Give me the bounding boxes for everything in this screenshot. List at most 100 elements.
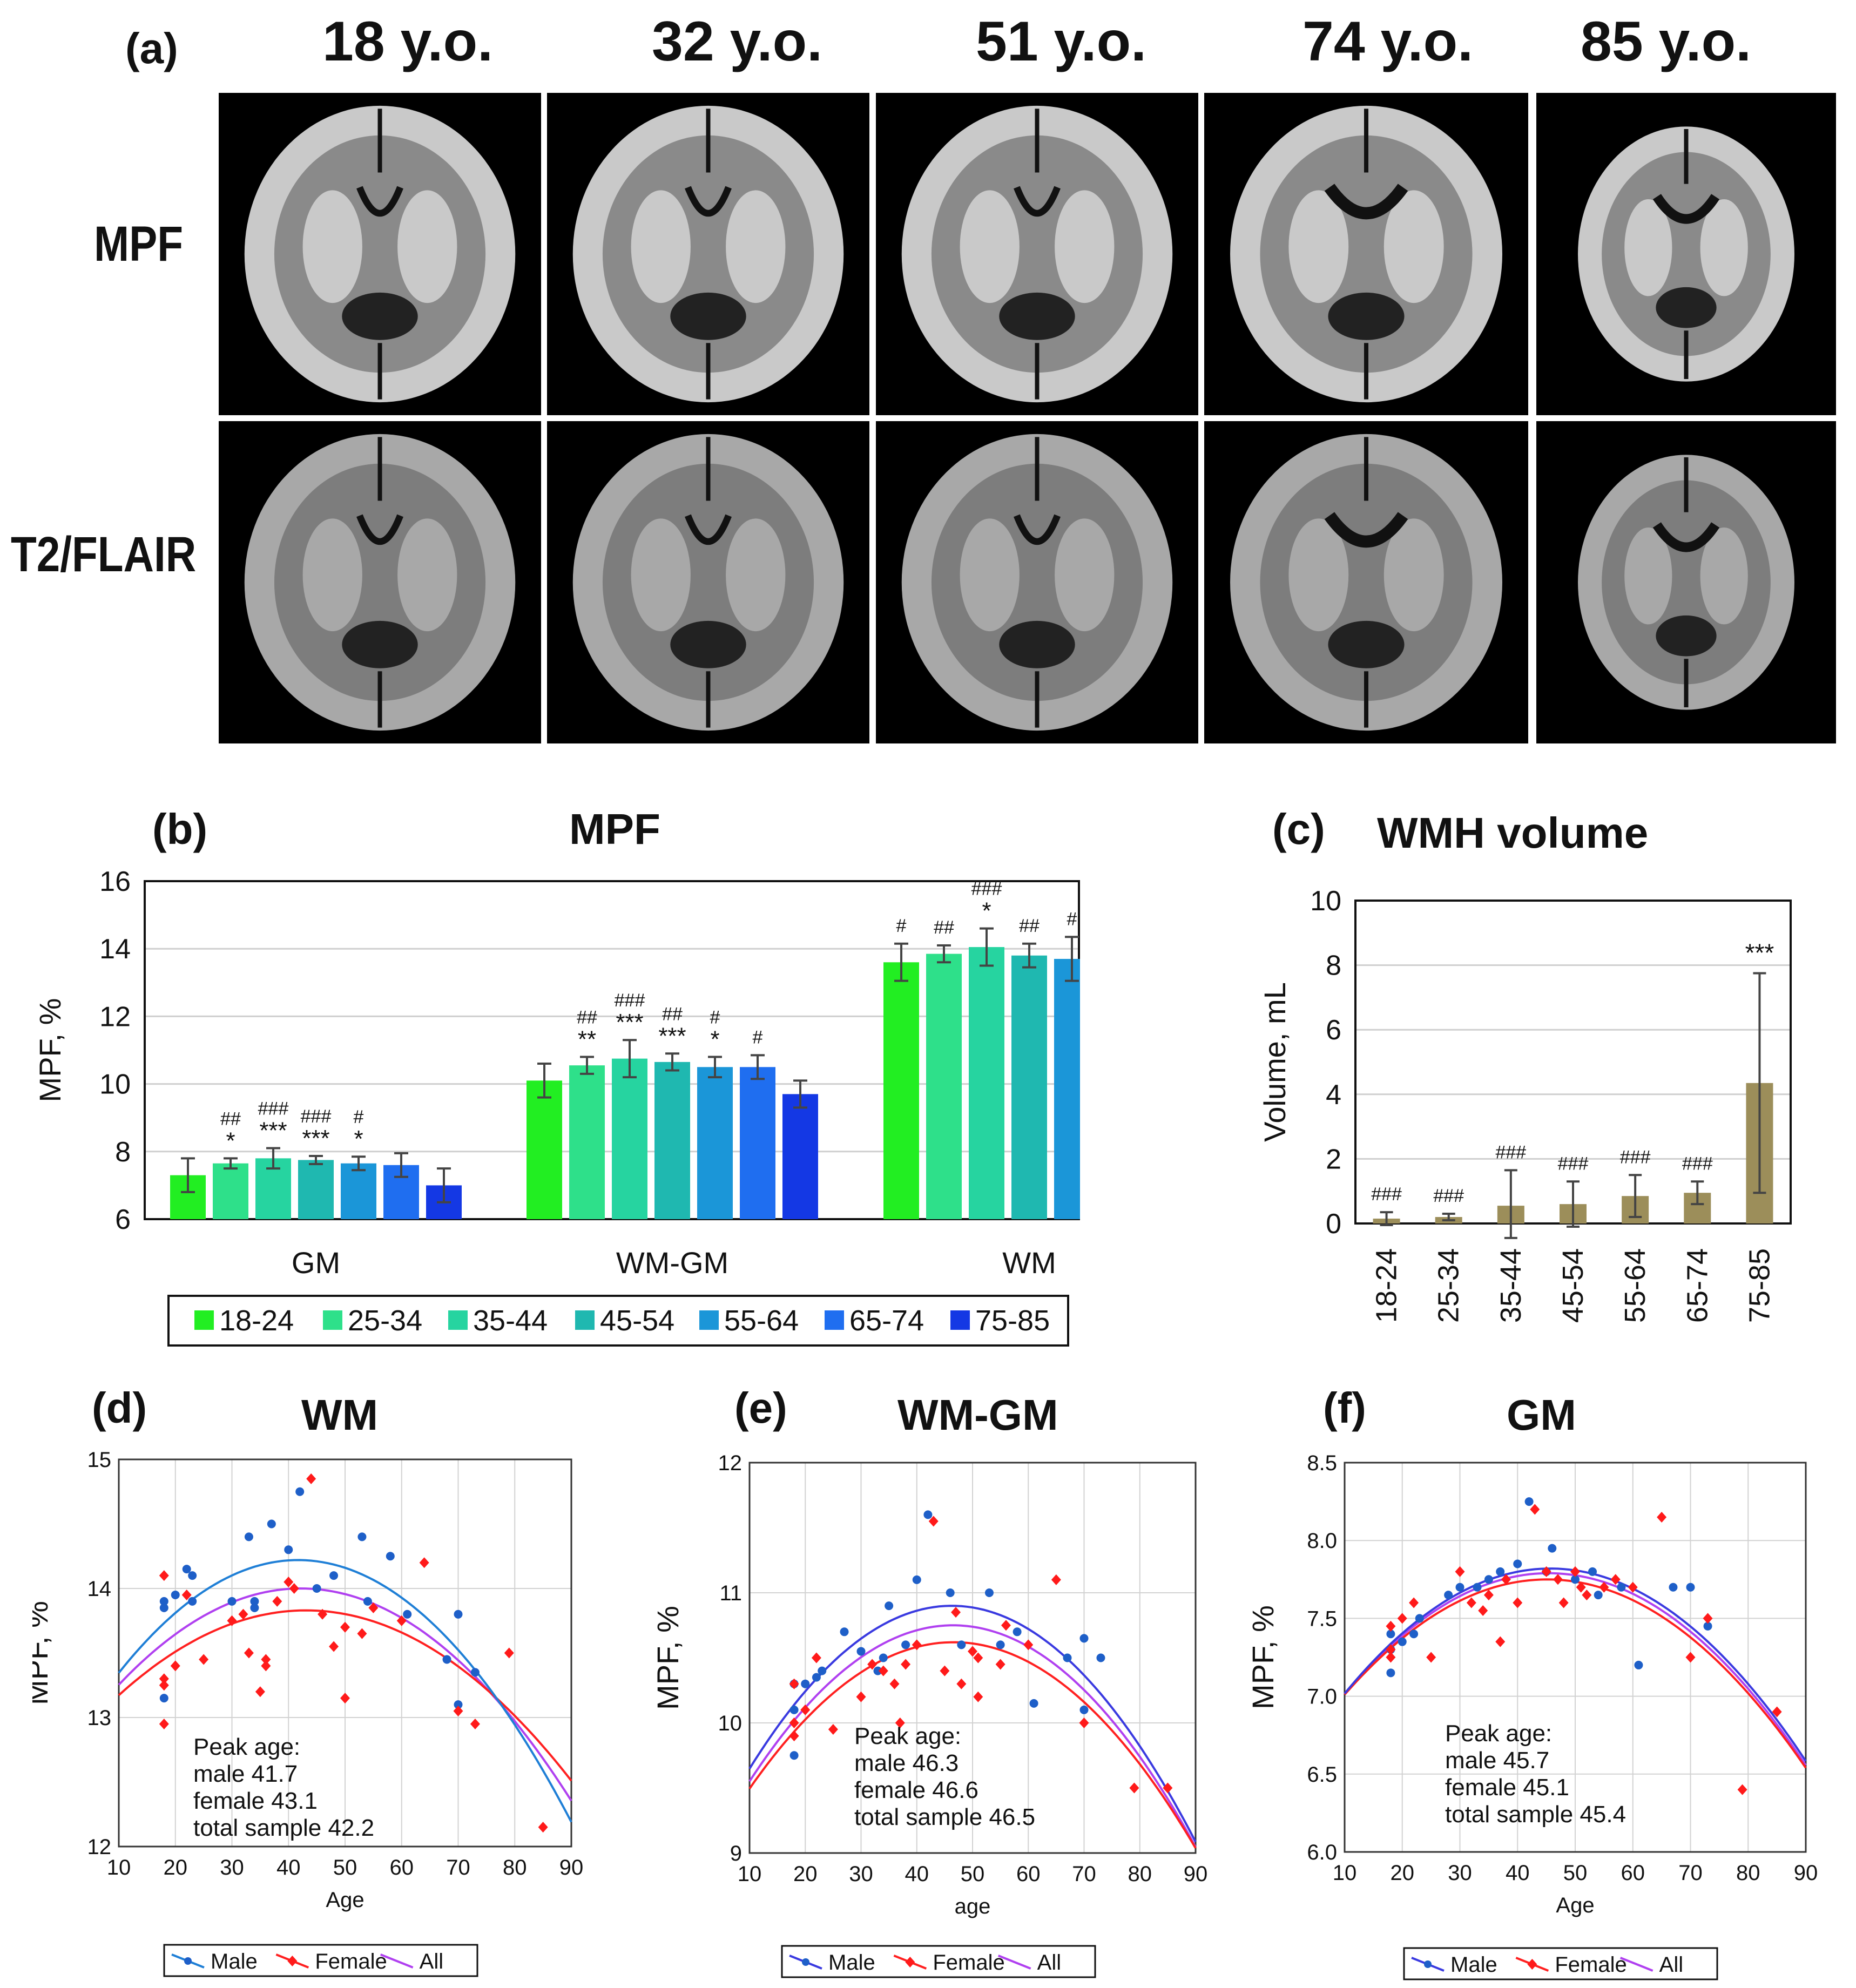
y-tick-label: 9 (730, 1842, 742, 1865)
male-point (470, 1668, 480, 1677)
y-tick-label: 4 (1326, 1079, 1341, 1111)
panel-e-title: WM-GM (897, 1391, 1058, 1439)
bar (341, 1163, 376, 1219)
female-point (867, 1659, 878, 1670)
bar (1011, 955, 1047, 1219)
x-tick-label: 40 (905, 1862, 929, 1886)
male-point (1703, 1621, 1712, 1631)
male-point (812, 1673, 821, 1682)
ventricle (1652, 522, 1720, 552)
legend-swatch (448, 1310, 468, 1330)
legend-marker (287, 1956, 298, 1966)
female-fit-curve (748, 1641, 1197, 1849)
male-point (1524, 1497, 1534, 1506)
y-tick-label: 14 (99, 934, 131, 965)
male-point (1594, 1591, 1603, 1600)
x-tick-label: 80 (1128, 1862, 1152, 1886)
significance-hash: ### (258, 1099, 289, 1119)
male-point (171, 1590, 180, 1599)
female-point (1495, 1636, 1506, 1647)
female-point (973, 1652, 983, 1664)
male-point (329, 1571, 339, 1580)
female-point (1576, 1581, 1586, 1593)
legend-label: Male (1450, 1953, 1497, 1977)
female-point (951, 1607, 961, 1618)
female-point (1426, 1652, 1436, 1663)
significance-star: * (710, 1026, 719, 1053)
significance-mark: ### (1495, 1142, 1526, 1162)
legend-label: 35-44 (473, 1304, 548, 1337)
ventricle (356, 514, 403, 545)
panel-a-label: (a) (125, 24, 178, 72)
t2flair-scan-image (1536, 421, 1836, 743)
male-point (818, 1666, 827, 1675)
male-point (1096, 1653, 1105, 1662)
basal-ganglia-right (397, 518, 457, 632)
female-point (199, 1654, 209, 1665)
y-tick-label: 11 (719, 1581, 742, 1605)
posterior-horn (670, 620, 746, 668)
ventricle (1014, 514, 1061, 545)
bar (612, 1058, 647, 1219)
x-tick-label: 10 (1333, 1861, 1357, 1885)
male-point (284, 1545, 293, 1554)
female-point (244, 1647, 254, 1659)
legend-marker (905, 1957, 915, 1967)
male-point (386, 1552, 395, 1561)
bar (569, 1065, 605, 1219)
y-tick-label: 8.0 (1307, 1529, 1337, 1553)
female-point (878, 1665, 888, 1676)
male-point (1548, 1544, 1557, 1553)
peak-age-annotation: total sample 42.2 (193, 1815, 374, 1841)
basal-ganglia-right (1055, 190, 1115, 303)
gm-age-scatter: 6.0 6.5 7.0 7.5 8.0 8.5 10 20 30 40 50 60 70 80 90 Age M… (1246, 1451, 1818, 1980)
x-tick-label: 20 (164, 1856, 188, 1879)
age-header: 18 y.o. (322, 10, 493, 73)
brain-slice-graphic (244, 105, 516, 403)
y-tick-label: 6 (115, 1204, 131, 1235)
female-point (968, 1646, 977, 1657)
bar (1054, 958, 1080, 1219)
y-tick-label: 6 (1326, 1015, 1341, 1046)
t2flair-scan-image (219, 421, 541, 743)
x-tick-label: 75-85 (1743, 1248, 1776, 1323)
y-tick-label: 0 (1326, 1208, 1341, 1240)
male-point (1398, 1637, 1407, 1646)
basal-ganglia-left (302, 190, 362, 303)
mpf-scan-image (1204, 93, 1528, 415)
panel-b-label: (b) (152, 805, 208, 853)
male-point (188, 1571, 197, 1580)
panel-d-title: WM (301, 1391, 379, 1439)
female-point (811, 1652, 821, 1664)
significance-mark: ### (1620, 1147, 1651, 1167)
legend-marker (802, 1958, 809, 1966)
female-point (828, 1724, 838, 1735)
female-point (789, 1730, 799, 1742)
female-point (272, 1595, 282, 1607)
peak-age-annotation: Peak age: (193, 1734, 300, 1760)
female-point (1001, 1620, 1011, 1631)
female-point (1501, 1574, 1511, 1585)
x-tick-label: 90 (1794, 1861, 1818, 1885)
male-point (454, 1700, 463, 1709)
male-point (1588, 1567, 1597, 1576)
male-point (957, 1640, 966, 1649)
basal-ganglia-left (1288, 190, 1349, 303)
ventricle (356, 186, 403, 217)
brain-slice-graphic (1230, 434, 1502, 731)
male-point (946, 1588, 955, 1597)
female-point (1386, 1644, 1396, 1655)
legend-label: Male (211, 1950, 258, 1973)
female-point (1513, 1597, 1523, 1608)
panel-e-label: (e) (734, 1384, 787, 1432)
brain-slice-graphic (244, 434, 516, 731)
panel-f-title: GM (1507, 1391, 1576, 1439)
t2flair-scan-image (1204, 421, 1528, 743)
male-point (873, 1666, 882, 1675)
peak-age-annotation: male 45.7 (1445, 1747, 1549, 1774)
y-axis-label: MPF, % (32, 1601, 54, 1705)
age-header: 32 y.o. (651, 10, 822, 73)
x-tick-label: 30 (1448, 1861, 1472, 1885)
